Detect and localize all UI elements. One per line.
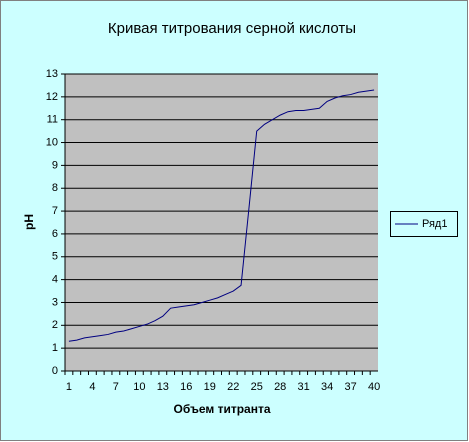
x-tick-label: 16 (180, 381, 192, 393)
y-tick-label: 6 (52, 228, 58, 240)
x-tick-label: 28 (274, 381, 286, 393)
x-tick-label: 22 (227, 381, 239, 393)
x-axis-title: Объем титранта (174, 402, 271, 416)
plot-area (65, 74, 378, 371)
x-tick-label: 40 (368, 381, 380, 393)
y-tick-label: 11 (47, 114, 58, 126)
y-tick-label: 1 (52, 342, 58, 354)
y-tick-label: 10 (46, 136, 58, 148)
y-tick-label: 13 (46, 68, 58, 80)
y-tick-label: 9 (52, 159, 58, 171)
y-tick-label: 8 (52, 182, 58, 194)
x-tick-label: 19 (204, 381, 216, 393)
x-tick-label: 13 (157, 381, 169, 393)
y-tick-label: 12 (46, 91, 58, 103)
y-tick-label: 4 (52, 274, 58, 286)
x-tick-label: 1 (66, 381, 72, 393)
y-tick-label: 2 (52, 319, 58, 331)
x-tick-label: 4 (89, 381, 95, 393)
legend-label: Ряд1 (422, 218, 447, 230)
y-tick-label: 5 (52, 251, 58, 263)
x-tick-label: 10 (133, 381, 145, 393)
data-line (68, 89, 375, 342)
x-tick-label: 31 (298, 381, 310, 393)
x-tick-label: 25 (251, 381, 263, 393)
y-axis-title: pH (22, 214, 36, 230)
x-tick-label: 7 (113, 381, 119, 393)
x-tick-label: 34 (321, 381, 333, 393)
y-tick-label: 0 (52, 365, 58, 377)
chart-title: Кривая титрования серной кислоты (108, 20, 356, 37)
y-tick-label: 3 (52, 296, 58, 308)
y-tick-label: 7 (52, 205, 58, 217)
x-tick-label: 37 (344, 381, 356, 393)
